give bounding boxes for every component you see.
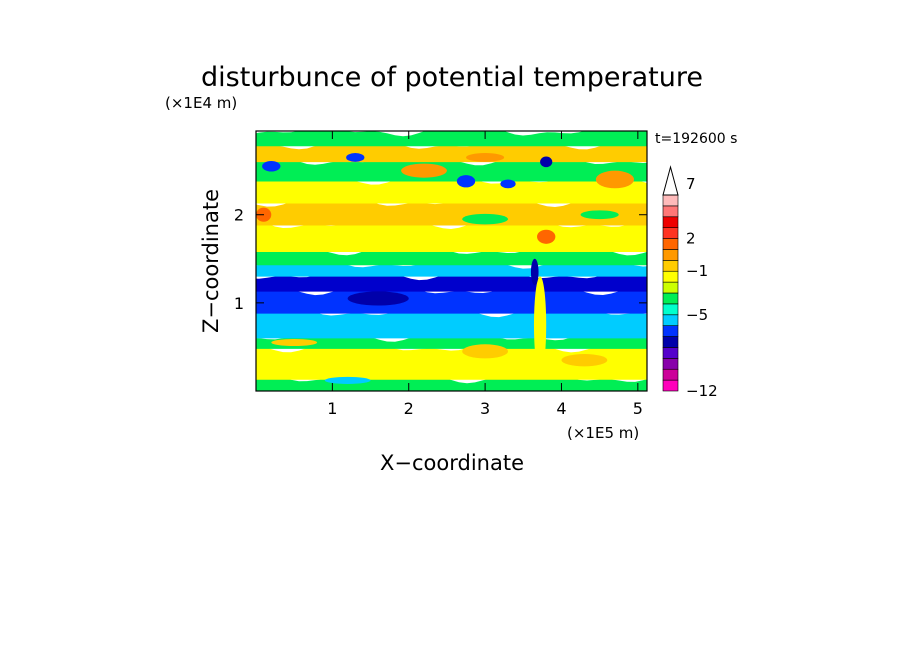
contour-band xyxy=(256,284,647,314)
contour-band xyxy=(256,306,647,339)
colorbar-swatch xyxy=(662,379,679,392)
colorbar-swatch xyxy=(662,325,679,337)
contour-band xyxy=(256,131,647,147)
x-tick-label: 3 xyxy=(480,399,490,418)
contour-feature xyxy=(271,339,318,347)
contour-feature xyxy=(540,156,553,168)
time-label: t=192600 s xyxy=(655,131,737,147)
contour-feature xyxy=(401,163,447,178)
colorbar-label: 7 xyxy=(686,175,696,193)
contour-band xyxy=(256,258,647,277)
contour-feature xyxy=(580,210,619,220)
colorbar-swatch xyxy=(662,194,679,207)
colorbar-swatch xyxy=(662,292,679,305)
contour-feature xyxy=(466,153,505,162)
plot-frame xyxy=(255,130,648,392)
colorbar-swatch xyxy=(662,368,679,381)
colorbar-swatch xyxy=(662,227,679,239)
colorbar: −12−5−127 xyxy=(662,165,718,400)
colorbar-swatch xyxy=(662,249,679,261)
y-axis-label: Z−coordinate xyxy=(199,189,223,333)
plot-area xyxy=(256,131,647,391)
colorbar-swatch xyxy=(662,205,679,218)
x-tick-label: 4 xyxy=(556,399,566,418)
colorbar-swatch xyxy=(662,314,679,326)
y-axis: 12 xyxy=(234,206,647,313)
contour-feature xyxy=(584,267,615,277)
contour-feature xyxy=(533,276,547,374)
x-axis: 1 2 3 4 5 xyxy=(327,131,643,418)
colorbar-swatch xyxy=(662,216,679,228)
colorbar-swatch xyxy=(662,260,679,272)
contour-feature xyxy=(462,344,509,359)
colorbar-extend-arrow xyxy=(662,165,679,196)
colorbar-swatch xyxy=(662,336,679,348)
x-unit-label: (×1E5 m) xyxy=(567,424,639,442)
x-axis-label: X−coordinate xyxy=(380,451,524,475)
contour-feature xyxy=(595,170,635,189)
x-tick-label: 5 xyxy=(633,399,643,418)
colorbar-swatch xyxy=(662,347,679,359)
contour-feature xyxy=(346,153,365,162)
colorbar-swatch xyxy=(662,358,679,370)
colorbar-label: −5 xyxy=(686,306,708,324)
colorbar-swatch xyxy=(662,303,679,316)
y-tick-label: 2 xyxy=(234,206,244,225)
colorbar-swatch xyxy=(662,238,679,250)
colorbar-label: −12 xyxy=(686,382,718,400)
x-tick-label: 1 xyxy=(327,399,337,418)
contour-feature xyxy=(347,291,409,306)
y-unit-label: (×1E4 m) xyxy=(165,94,237,112)
contour-band xyxy=(256,196,647,226)
contour-feature xyxy=(456,175,476,188)
contour-band xyxy=(256,218,647,252)
colorbar-label: −1 xyxy=(686,262,708,280)
x-tick-label: 2 xyxy=(404,399,414,418)
contour-band xyxy=(256,342,647,380)
contour-feature xyxy=(500,179,516,189)
contour-feature xyxy=(462,213,509,225)
contour-feature xyxy=(537,229,556,244)
colorbar-swatch xyxy=(662,281,679,294)
chart-title: disturbunce of potential temperature xyxy=(201,62,703,93)
contour-feature xyxy=(324,376,371,384)
y-tick-label: 1 xyxy=(234,294,244,313)
contour-feature xyxy=(530,258,539,286)
colorbar-swatch xyxy=(662,270,679,283)
contour-feature xyxy=(262,160,281,172)
colorbar-label: 2 xyxy=(686,230,696,248)
contour-feature xyxy=(561,353,608,367)
